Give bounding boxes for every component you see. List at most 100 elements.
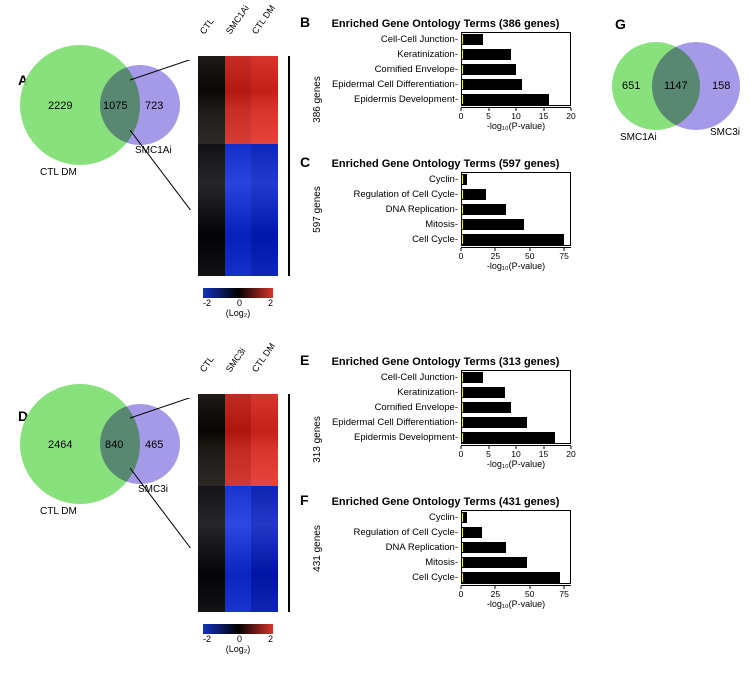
go-title: Enriched Gene Ontology Terms (431 genes)	[318, 496, 573, 508]
go-row: Cornified Envelope-	[318, 62, 573, 76]
go-row: Cyclin-	[318, 510, 573, 524]
go-row: Keratinization-	[318, 385, 573, 399]
legend-max: 2	[268, 298, 273, 308]
go-row: Epidermis Development-	[318, 430, 573, 444]
venn-G-right-label: SMC3i	[710, 127, 740, 138]
go-row: Epidermis Development-	[318, 92, 573, 106]
heatmap-A-col3: CTL DM	[250, 3, 277, 36]
go-bar	[461, 557, 527, 568]
venn-G-overlap-count: 1147	[664, 80, 688, 92]
go-bar	[461, 372, 483, 383]
go-term: Regulation of Cell Cycle-	[318, 527, 461, 538]
venn-A-overlap-count: 1075	[103, 100, 127, 112]
heatmap-D: CTL SMC3i CTL DM 313 genes 431 genes	[198, 394, 278, 612]
venn-D-overlap-count: 840	[105, 439, 123, 451]
go-bar	[461, 79, 522, 90]
heatmap-A-body	[198, 56, 278, 276]
go-axis-label: -log₁₀(P-value)	[461, 599, 571, 609]
legend-mid: 0	[237, 298, 242, 308]
heatmap-D-legend: -2 0 2 (Log₂)	[198, 624, 278, 654]
go-term: Cell Cycle-	[318, 234, 461, 245]
venn-D-left-label: CTL DM	[40, 506, 77, 517]
go-row: Cell Cycle-	[318, 570, 573, 584]
go-term: Cyclin-	[318, 174, 461, 185]
go-row: Cell-Cell Junction-	[318, 32, 573, 46]
go-row: Cornified Envelope-	[318, 400, 573, 414]
go-row: Epidermal Cell Differentiation-	[318, 77, 573, 91]
go-bar	[461, 204, 506, 215]
go-bar	[461, 572, 560, 583]
venn-A-left-label: CTL DM	[40, 167, 77, 178]
go-bar	[461, 542, 506, 553]
go-row: Cyclin-	[318, 172, 573, 186]
go-term: Cornified Envelope-	[318, 402, 461, 413]
go-term: Epidermal Cell Differentiation-	[318, 417, 461, 428]
go-bar	[461, 402, 511, 413]
go-term: Epidermis Development-	[318, 94, 461, 105]
go-bar	[461, 432, 555, 443]
go-bar	[461, 49, 511, 60]
go-term: Keratinization-	[318, 49, 461, 60]
go-bar	[461, 174, 467, 185]
panel-label-G: G	[615, 16, 626, 32]
go-title: Enriched Gene Ontology Terms (313 genes)	[318, 356, 573, 368]
go-title: Enriched Gene Ontology Terms (386 genes)	[318, 18, 573, 30]
go-term: Cell-Cell Junction-	[318, 372, 461, 383]
go-term: Epidermal Cell Differentiation-	[318, 79, 461, 90]
go-axis-label: -log₁₀(P-value)	[461, 261, 571, 271]
venn-G: 651 1147 158 SMC1Ai SMC3i	[612, 42, 742, 152]
go-bar	[461, 34, 483, 45]
heatmap-D-col1: CTL	[198, 354, 216, 374]
go-row: Keratinization-	[318, 47, 573, 61]
go-row: Mitosis-	[318, 555, 573, 569]
go-term: Cornified Envelope-	[318, 64, 461, 75]
legend-label: (Log₂)	[198, 308, 278, 318]
go-axis-label: -log₁₀(P-value)	[461, 459, 571, 469]
go-term: Epidermis Development-	[318, 432, 461, 443]
go-row: DNA Replication-	[318, 202, 573, 216]
heatmap-A-legend: -2 0 2 (Log₂)	[198, 288, 278, 318]
go-term: Regulation of Cell Cycle-	[318, 189, 461, 200]
go-term: Mitosis-	[318, 557, 461, 568]
heatmap-A-col2: SMC1Ai	[224, 3, 251, 36]
go-row: Epidermal Cell Differentiation-	[318, 415, 573, 429]
go-term: Mitosis-	[318, 219, 461, 230]
go-bar	[461, 234, 564, 245]
go-term: Cell-Cell Junction-	[318, 34, 461, 45]
go-bar	[461, 219, 524, 230]
heatmap-D-col3: CTL DM	[250, 341, 277, 374]
go-row: Regulation of Cell Cycle-	[318, 187, 573, 201]
go-row: DNA Replication-	[318, 540, 573, 554]
heatmap-D-body	[198, 394, 278, 612]
go-bar	[461, 64, 516, 75]
venn-G-right-count: 158	[712, 80, 730, 92]
go-chart-E: Enriched Gene Ontology Terms (313 genes)…	[318, 356, 573, 460]
go-bar	[461, 94, 549, 105]
heatmap-A: CTL SMC1Ai CTL DM 386 genes 597 genes	[198, 56, 278, 276]
go-term: DNA Replication-	[318, 542, 461, 553]
go-row: Regulation of Cell Cycle-	[318, 525, 573, 539]
go-bar	[461, 387, 505, 398]
legend-min: -2	[203, 298, 211, 308]
go-axis-label: -log₁₀(P-value)	[461, 121, 571, 131]
go-term: Keratinization-	[318, 387, 461, 398]
go-bar	[461, 417, 527, 428]
venn-D-left-count: 2464	[48, 439, 72, 451]
go-bar	[461, 512, 467, 523]
go-term: Cell Cycle-	[318, 572, 461, 583]
venn-A-left-count: 2229	[48, 100, 72, 112]
go-row: Cell Cycle-	[318, 232, 573, 246]
venn-G-left-count: 651	[622, 80, 640, 92]
heatmap-D-col2: SMC3i	[224, 346, 248, 374]
heatmap-A-col1: CTL	[198, 16, 216, 36]
venn-G-left-label: SMC1Ai	[620, 132, 657, 143]
panel-label-B: B	[300, 14, 310, 30]
panel-label-E: E	[300, 352, 309, 368]
go-bar	[461, 189, 486, 200]
go-row: Mitosis-	[318, 217, 573, 231]
go-term: Cyclin-	[318, 512, 461, 523]
go-chart-B: Enriched Gene Ontology Terms (386 genes)…	[318, 18, 573, 122]
go-row: Cell-Cell Junction-	[318, 370, 573, 384]
go-term: DNA Replication-	[318, 204, 461, 215]
go-title: Enriched Gene Ontology Terms (597 genes)	[318, 158, 573, 170]
